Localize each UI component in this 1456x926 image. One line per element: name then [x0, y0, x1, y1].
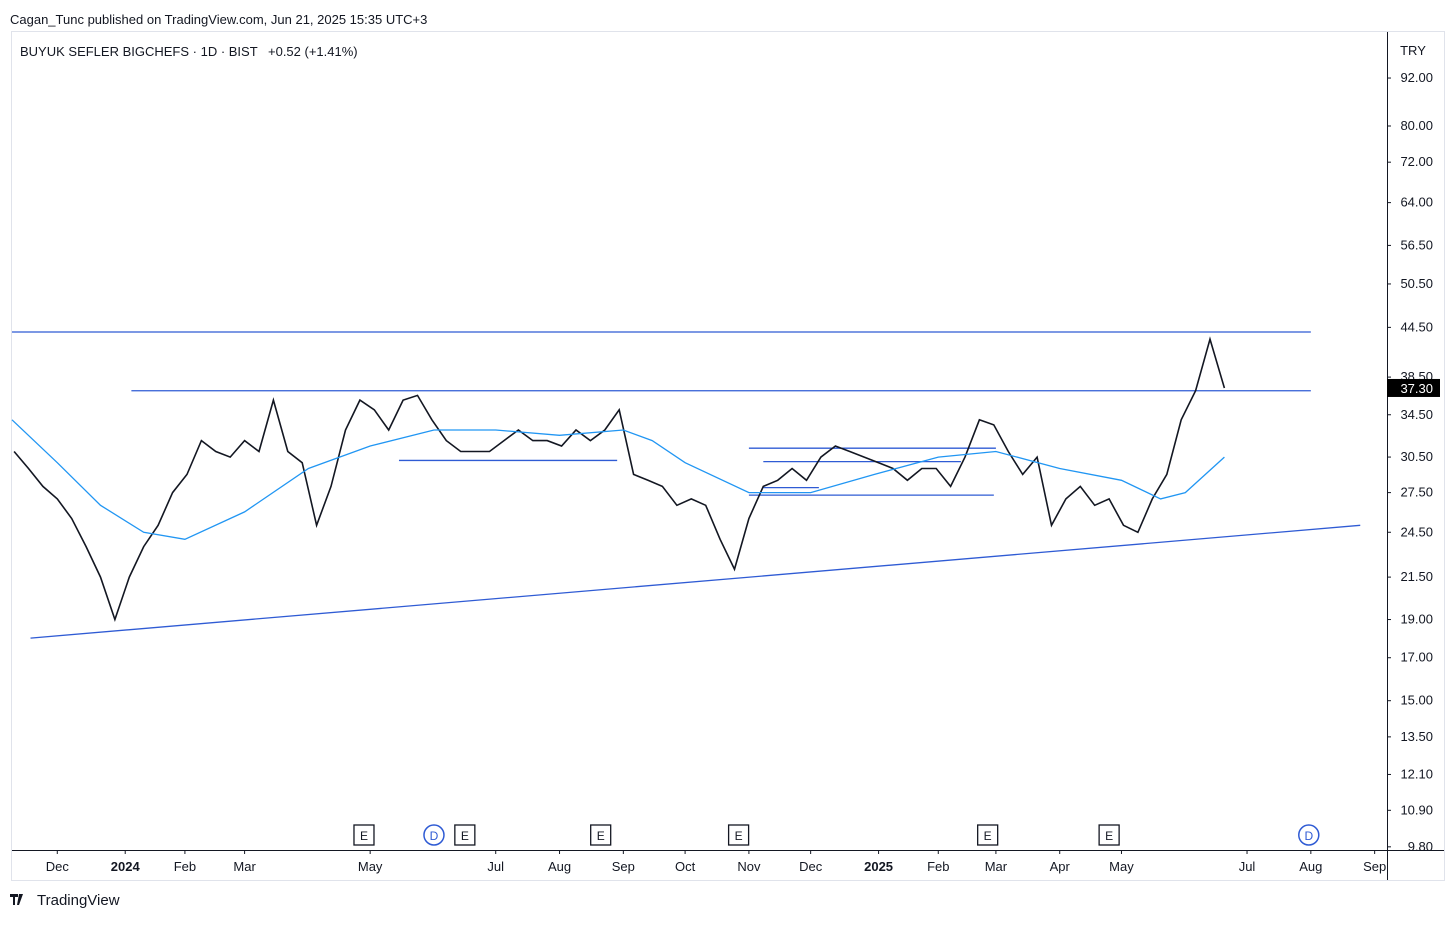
event-marker: [977, 824, 999, 846]
y-tick-label: 17.00: [1400, 650, 1433, 665]
brand: TradingView: [37, 892, 120, 909]
y-tick-label: 80.00: [1400, 118, 1433, 133]
x-tick-label: Mar: [985, 859, 1008, 874]
currency: TRY: [1400, 43, 1426, 58]
event-marker: [727, 824, 750, 846]
published: Cagan_Tunc published on TradingView.com,…: [10, 12, 427, 27]
x-tick-label: Feb: [927, 859, 949, 874]
x-tick-label: Apr: [1050, 859, 1071, 874]
event-marker: [1098, 824, 1120, 846]
event-label: E: [360, 829, 368, 843]
x-tick-label: Sep: [1363, 859, 1386, 874]
x-tick-label: 2025: [864, 859, 893, 874]
y-tick-label: 24.50: [1400, 524, 1433, 539]
event-label: E: [984, 829, 992, 843]
event-label: E: [461, 829, 469, 843]
x-tick-label: Mar: [233, 859, 256, 874]
event-label: D: [1304, 829, 1313, 843]
y-tick-label: 19.00: [1400, 612, 1433, 627]
change: +0.52 (+1.41%): [268, 44, 358, 59]
x-tick-label: Feb: [174, 859, 196, 874]
x-tick-label: 2024: [111, 859, 141, 874]
y-tick-label: 34.50: [1400, 407, 1433, 422]
y-tick-label: 21.50: [1400, 569, 1433, 584]
trend-line: [30, 524, 1361, 639]
x-tick-label: May: [1109, 859, 1134, 874]
event-marker: [353, 824, 375, 846]
y-tick-label: 9.80: [1408, 839, 1433, 854]
moving-average: [11, 419, 1225, 540]
event-marker: [1298, 824, 1320, 846]
x-tick-label: Sep: [612, 859, 635, 874]
last-price-label: 37.30: [1400, 381, 1433, 396]
event-label: E: [735, 829, 743, 843]
y-tick-label: 72.00: [1400, 154, 1433, 169]
x-tick-label: Nov: [737, 859, 761, 874]
event-label: E: [1105, 829, 1113, 843]
x-tick-label: Aug: [548, 859, 571, 874]
last-price-box: [1387, 378, 1440, 397]
x-tick-label: Dec: [46, 859, 70, 874]
x-tick-label: Oct: [675, 859, 696, 874]
logo: [10, 894, 23, 905]
y-tick-label: 30.50: [1400, 449, 1433, 464]
event-marker: [454, 824, 476, 846]
y-tick-label: 56.50: [1400, 237, 1433, 252]
y-tick-label: 12.10: [1400, 766, 1433, 781]
x-tick-label: Jul: [1239, 859, 1256, 874]
price-line: [13, 336, 1226, 622]
y-tick-label: 27.50: [1400, 485, 1433, 500]
y-tick-label: 10.90: [1400, 802, 1433, 817]
y-tick-label: 64.00: [1400, 195, 1433, 210]
y-tick-label: 50.50: [1400, 276, 1433, 291]
event-label: D: [430, 829, 439, 843]
symbol: BUYUK SEFLER BIGCHEFS · 1D · BIST: [20, 44, 258, 59]
event-label: E: [597, 829, 605, 843]
x-tick-label: Jul: [487, 859, 504, 874]
y-tick-label: 13.50: [1400, 729, 1433, 744]
frame: [11, 31, 1445, 881]
y-tick-label: 92.00: [1400, 70, 1433, 85]
x-tick-label: Aug: [1299, 859, 1322, 874]
y-tick-label: 15.00: [1400, 693, 1433, 708]
x-tick-label: Dec: [799, 859, 823, 874]
event-marker: [590, 824, 612, 846]
event-marker: [423, 824, 445, 846]
y-tick-label: 44.50: [1400, 319, 1433, 334]
x-tick-label: May: [358, 859, 383, 874]
